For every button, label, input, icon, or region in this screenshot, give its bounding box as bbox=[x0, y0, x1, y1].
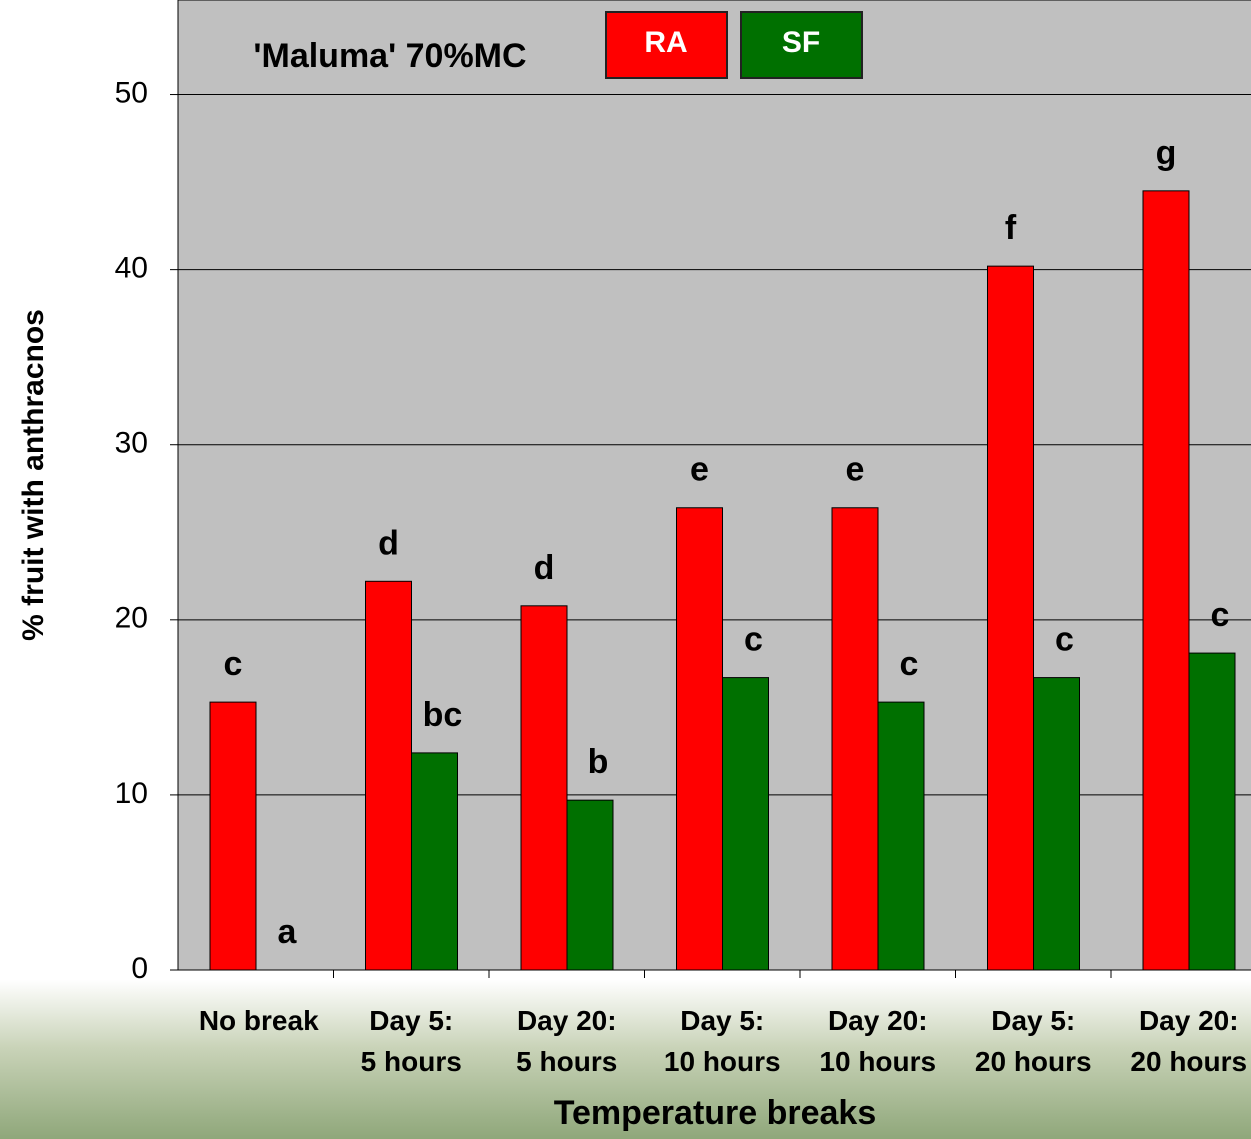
significance-letter: d bbox=[378, 524, 399, 562]
x-tick-label: Day 20: 20 hours bbox=[1130, 1005, 1248, 1077]
significance-letter: g bbox=[1156, 134, 1177, 172]
bar bbox=[1142, 190, 1190, 971]
y-axis-title: % fruit with anthracnos bbox=[17, 309, 50, 641]
bar bbox=[365, 580, 412, 971]
bar bbox=[722, 677, 769, 971]
significance-letter: c bbox=[744, 621, 763, 659]
x-tick-label: No break bbox=[198, 1005, 319, 1036]
significance-letter: c bbox=[1211, 596, 1230, 634]
x-tick-label: Day 5: 5 hours bbox=[360, 1005, 462, 1077]
significance-letter: a bbox=[278, 913, 298, 951]
significance-letter: c bbox=[1055, 621, 1074, 659]
significance-letter: c bbox=[224, 645, 243, 683]
y-tick-label: 50 bbox=[115, 76, 148, 109]
x-tick-label: Day 20: 5 hours bbox=[516, 1005, 618, 1077]
legend-label: RA bbox=[644, 26, 687, 59]
significance-letter: e bbox=[846, 451, 865, 489]
bar bbox=[520, 605, 568, 971]
x-tick-label: Day 20: 10 hours bbox=[819, 1005, 937, 1077]
bar bbox=[831, 507, 879, 971]
legend-label: SF bbox=[782, 26, 820, 59]
y-tick-label: 20 bbox=[115, 602, 148, 635]
bar bbox=[411, 752, 458, 971]
y-tick-label: 10 bbox=[115, 777, 148, 810]
bar bbox=[209, 701, 257, 971]
y-tick-label: 30 bbox=[115, 427, 148, 460]
significance-letter: b bbox=[588, 743, 609, 781]
bar bbox=[1188, 652, 1236, 971]
significance-letter: e bbox=[690, 451, 709, 489]
bar bbox=[877, 701, 925, 971]
bar bbox=[1033, 677, 1080, 971]
significance-letter: bc bbox=[423, 696, 463, 734]
significance-letter: d bbox=[534, 549, 555, 587]
x-tick-label: Day 5: 20 hours bbox=[974, 1005, 1092, 1077]
bar bbox=[987, 265, 1034, 971]
significance-letter: c bbox=[900, 645, 919, 683]
y-tick-label: 40 bbox=[115, 252, 148, 285]
x-tick-label: Day 5: 10 hours bbox=[663, 1005, 781, 1077]
y-tick-label: 0 bbox=[131, 952, 148, 985]
bar bbox=[676, 507, 723, 971]
x-axis-title: Temperature breaks bbox=[554, 1094, 877, 1132]
bar bbox=[566, 799, 614, 971]
legend-swatch bbox=[605, 11, 728, 79]
legend-swatch bbox=[740, 11, 863, 79]
significance-letter: f bbox=[1005, 209, 1017, 247]
chart-title: 'Maluma' 70%MC bbox=[253, 37, 526, 75]
